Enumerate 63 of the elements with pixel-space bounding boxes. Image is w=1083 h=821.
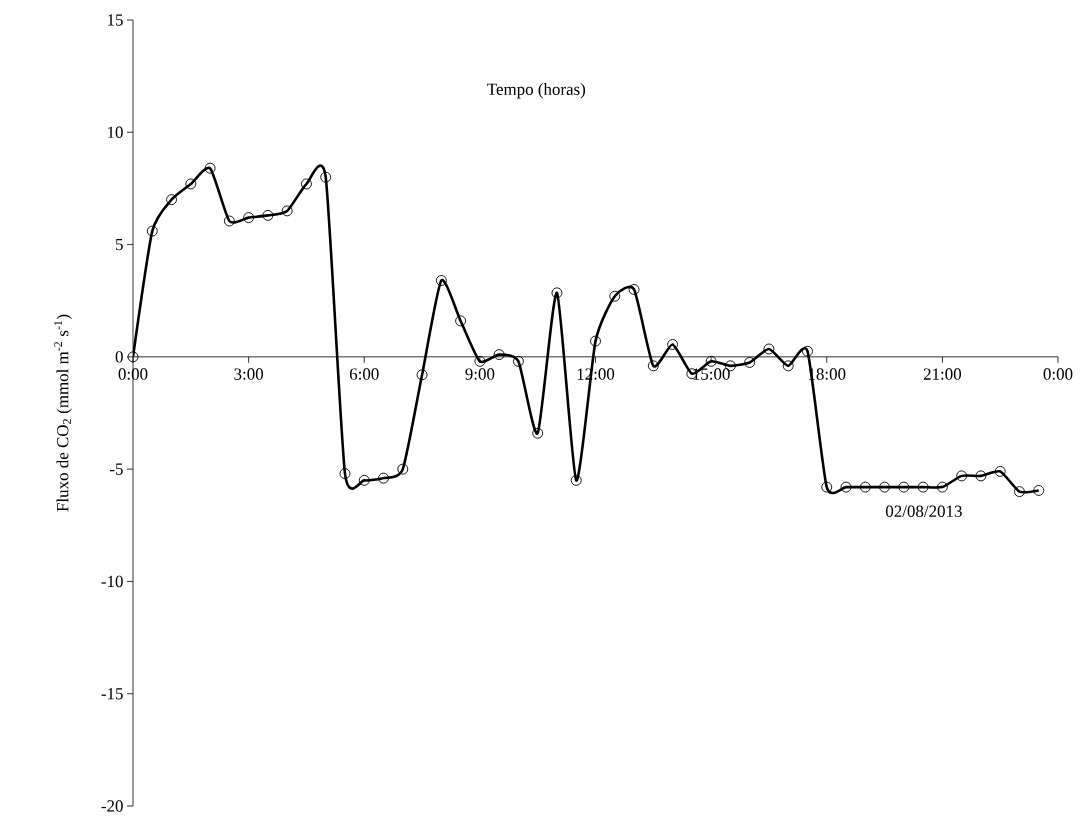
point (744, 357, 756, 368)
point (647, 360, 659, 372)
point (879, 481, 891, 493)
x-tick-label: 21:00 (923, 368, 962, 380)
point (551, 287, 563, 299)
point (146, 225, 158, 237)
point (166, 194, 177, 206)
point (455, 315, 467, 327)
y-tick-label: 0 (115, 351, 123, 363)
point (281, 205, 293, 217)
point (840, 481, 852, 493)
point (243, 212, 255, 224)
y-tick-label: -15 (101, 688, 123, 700)
point (975, 470, 987, 482)
point (859, 481, 871, 493)
point (320, 171, 332, 183)
point (512, 355, 524, 367)
point (339, 468, 351, 480)
y-tick-label: -5 (110, 463, 123, 475)
point (204, 162, 216, 174)
point (956, 470, 968, 482)
x-axis-title: Tempo (horas) (487, 83, 586, 99)
point (1033, 485, 1045, 496)
y-tick-label: -10 (101, 575, 123, 588)
point (378, 472, 389, 484)
x-tick-label: 0:00 (118, 368, 148, 380)
y-axis-title: Fluxo de CO$_{2}$ (mmol m$^{-2}$ s$^{-1}$) (54, 314, 72, 512)
point (223, 215, 235, 227)
y-tick-label: 10 (108, 126, 123, 138)
point (127, 351, 139, 363)
point (493, 349, 505, 361)
point (435, 275, 447, 286)
point (782, 360, 794, 372)
annotation: 02/08/2013 (885, 505, 962, 517)
x-tick-label: 0:00 (1043, 368, 1073, 380)
point (300, 178, 312, 190)
y-tick-label: 5 (116, 238, 123, 251)
point (474, 355, 486, 367)
point (667, 339, 679, 350)
point (416, 369, 428, 381)
x-tick-label: 3:00 (234, 368, 264, 380)
point (397, 463, 409, 475)
point (898, 481, 910, 493)
point (570, 474, 582, 486)
point (763, 343, 775, 355)
point (802, 345, 813, 357)
point (185, 178, 197, 190)
point (994, 465, 1006, 477)
point (705, 355, 717, 367)
point (917, 481, 929, 493)
point (628, 284, 640, 295)
point (609, 290, 621, 302)
point (262, 209, 274, 221)
point (1014, 486, 1025, 498)
point (936, 481, 948, 493)
y-tick-label: -20 (101, 800, 123, 812)
x-tick-label: 6:00 (349, 368, 379, 380)
point (821, 481, 833, 493)
point (358, 474, 370, 486)
y-tick-label: 15 (108, 14, 123, 26)
point (590, 335, 601, 347)
x-tick-label: 9:00 (465, 368, 495, 380)
point (532, 427, 544, 439)
